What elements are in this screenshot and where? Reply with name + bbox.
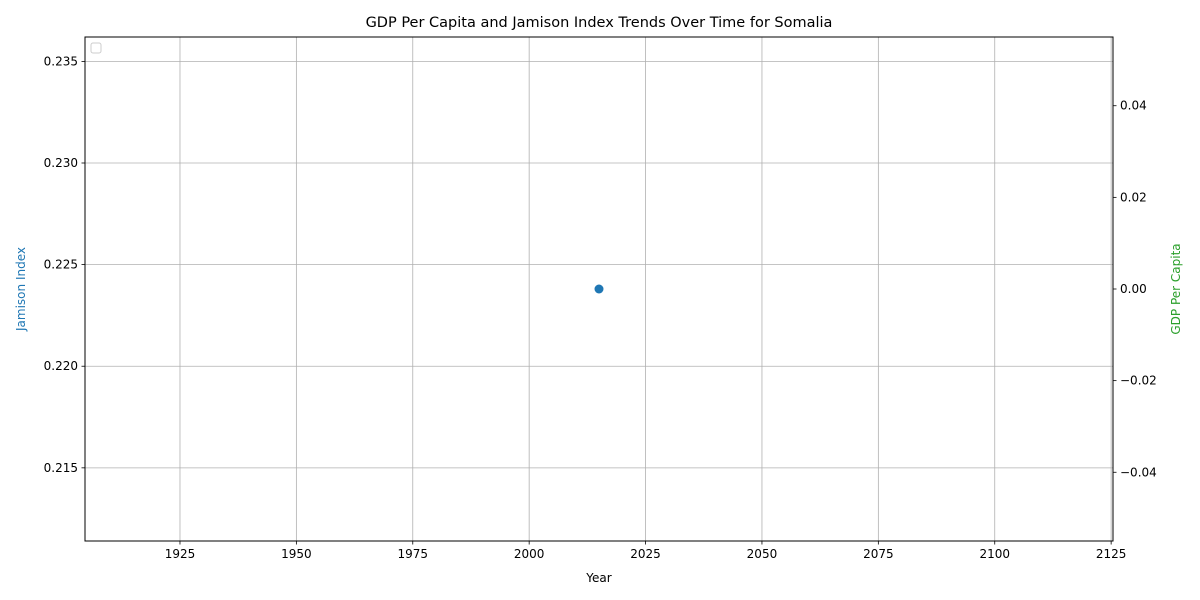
- y-right-tick-label: 0.04: [1120, 99, 1147, 113]
- legend: [90, 42, 102, 54]
- x-tick-label: 2075: [863, 547, 894, 561]
- chart-title: GDP Per Capita and Jamison Index Trends …: [366, 15, 833, 31]
- y-left-tick-label: 0.220: [44, 359, 78, 373]
- y-left-tick-label: 0.225: [44, 258, 78, 272]
- y-right-tick-label: 0.02: [1120, 190, 1147, 204]
- y-left-tick-label: 0.230: [44, 156, 78, 170]
- y-right-tick-label: 0.00: [1120, 282, 1147, 296]
- y-right-axis-title: GDP Per Capita: [1169, 243, 1183, 334]
- x-tick-label: 2125: [1096, 547, 1127, 561]
- x-tick-label: 1950: [281, 547, 312, 561]
- x-tick-label: 1975: [397, 547, 428, 561]
- x-tick-label: 2100: [979, 547, 1010, 561]
- x-tick-label: 2025: [630, 547, 661, 561]
- y-right-tick-label: −0.02: [1120, 374, 1157, 388]
- data-point: [594, 284, 604, 294]
- legend-box: [90, 42, 102, 54]
- data-marks: [594, 284, 604, 294]
- y-right-tick-label: −0.04: [1120, 465, 1157, 479]
- y-left-axis-title: Jamison Index: [14, 247, 28, 332]
- x-axis-title: Year: [585, 571, 611, 585]
- axis-ticks: 1925 1950 1975 2000 2025 2050 2075 2100 2125 0.21…: [44, 54, 1157, 561]
- y-left-tick-label: 0.215: [44, 461, 78, 475]
- x-tick-label: 1925: [165, 547, 196, 561]
- grid-lines: [85, 37, 1113, 541]
- x-tick-label: 2000: [514, 547, 545, 561]
- x-tick-label: 2050: [747, 547, 778, 561]
- y-left-tick-label: 0.235: [44, 54, 78, 68]
